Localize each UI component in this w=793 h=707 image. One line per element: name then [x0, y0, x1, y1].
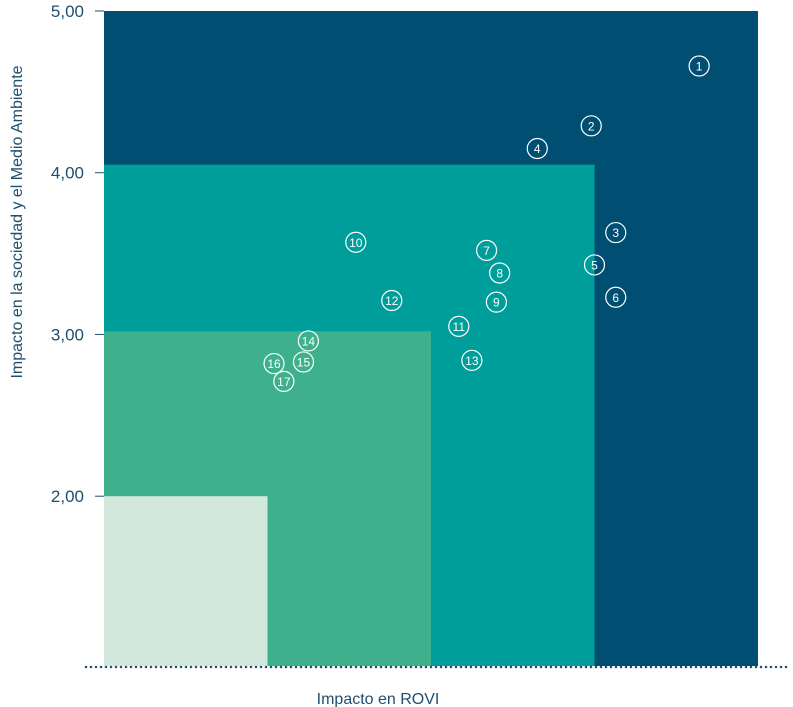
point-label: 2: [588, 119, 595, 133]
point-marker: [580, 115, 602, 137]
zone-rectangles: [104, 11, 758, 666]
point-label: 13: [465, 354, 479, 368]
point-marker: [475, 239, 498, 261]
data-point-11: 11: [448, 315, 470, 337]
data-point-14: 14: [297, 330, 319, 352]
y-tick-label: 3,00: [51, 325, 84, 344]
data-point-6: 6: [605, 286, 627, 308]
point-label: 16: [267, 357, 281, 371]
point-label: 15: [297, 355, 311, 369]
data-point-15: 15: [292, 351, 315, 373]
data-point-17: 17: [273, 370, 295, 392]
point-marker: [526, 137, 548, 160]
point-label: 7: [483, 244, 490, 258]
y-axis-ticks: 5,00 4,00 3,00 2,00: [51, 2, 104, 506]
zone-4: [104, 496, 268, 666]
y-tick-label: 2,00: [51, 487, 84, 506]
point-label: 3: [612, 226, 619, 240]
point-marker: [583, 254, 606, 276]
data-point-2: 2: [580, 115, 602, 137]
point-marker: [381, 289, 403, 312]
point-marker: [485, 291, 507, 313]
point-label: 10: [349, 236, 363, 250]
point-marker: [273, 370, 295, 392]
data-point-1: 1: [688, 55, 710, 77]
data-point-5: 5: [583, 254, 606, 276]
point-label: 8: [496, 267, 503, 281]
data-point-10: 10: [345, 231, 367, 253]
data-point-4: 4: [526, 137, 548, 160]
point-marker: [605, 286, 627, 308]
point-marker: [345, 231, 367, 253]
point-label: 17: [277, 375, 291, 389]
y-axis-label: Impacto en la sociedad y el Medio Ambien…: [9, 65, 26, 378]
point-marker: [605, 221, 627, 244]
point-marker: [688, 55, 710, 77]
point-label: 9: [493, 296, 500, 310]
point-marker: [461, 349, 483, 371]
data-point-13: 13: [461, 349, 483, 371]
data-point-16: 16: [263, 352, 285, 375]
point-marker: [448, 315, 470, 337]
point-marker: [489, 262, 511, 284]
point-label: 11: [453, 320, 466, 334]
point-label: 4: [534, 142, 541, 156]
data-point-8: 8: [489, 262, 511, 284]
point-marker: [297, 330, 319, 352]
point-label: 6: [612, 291, 619, 305]
point-label: 12: [385, 294, 399, 308]
point-label: 14: [302, 334, 316, 348]
data-point-3: 3: [605, 221, 627, 244]
x-axis-label: Impacto en ROVI: [317, 691, 440, 707]
data-point-7: 7: [475, 239, 498, 261]
y-tick-label: 4,00: [51, 164, 84, 183]
data-point-9: 9: [485, 291, 507, 313]
y-tick-label: 5,00: [51, 2, 84, 21]
point-marker: [263, 352, 285, 375]
point-label: 5: [591, 258, 598, 272]
point-label: 1: [696, 59, 703, 73]
data-point-12: 12: [381, 289, 403, 312]
point-marker: [292, 351, 315, 373]
